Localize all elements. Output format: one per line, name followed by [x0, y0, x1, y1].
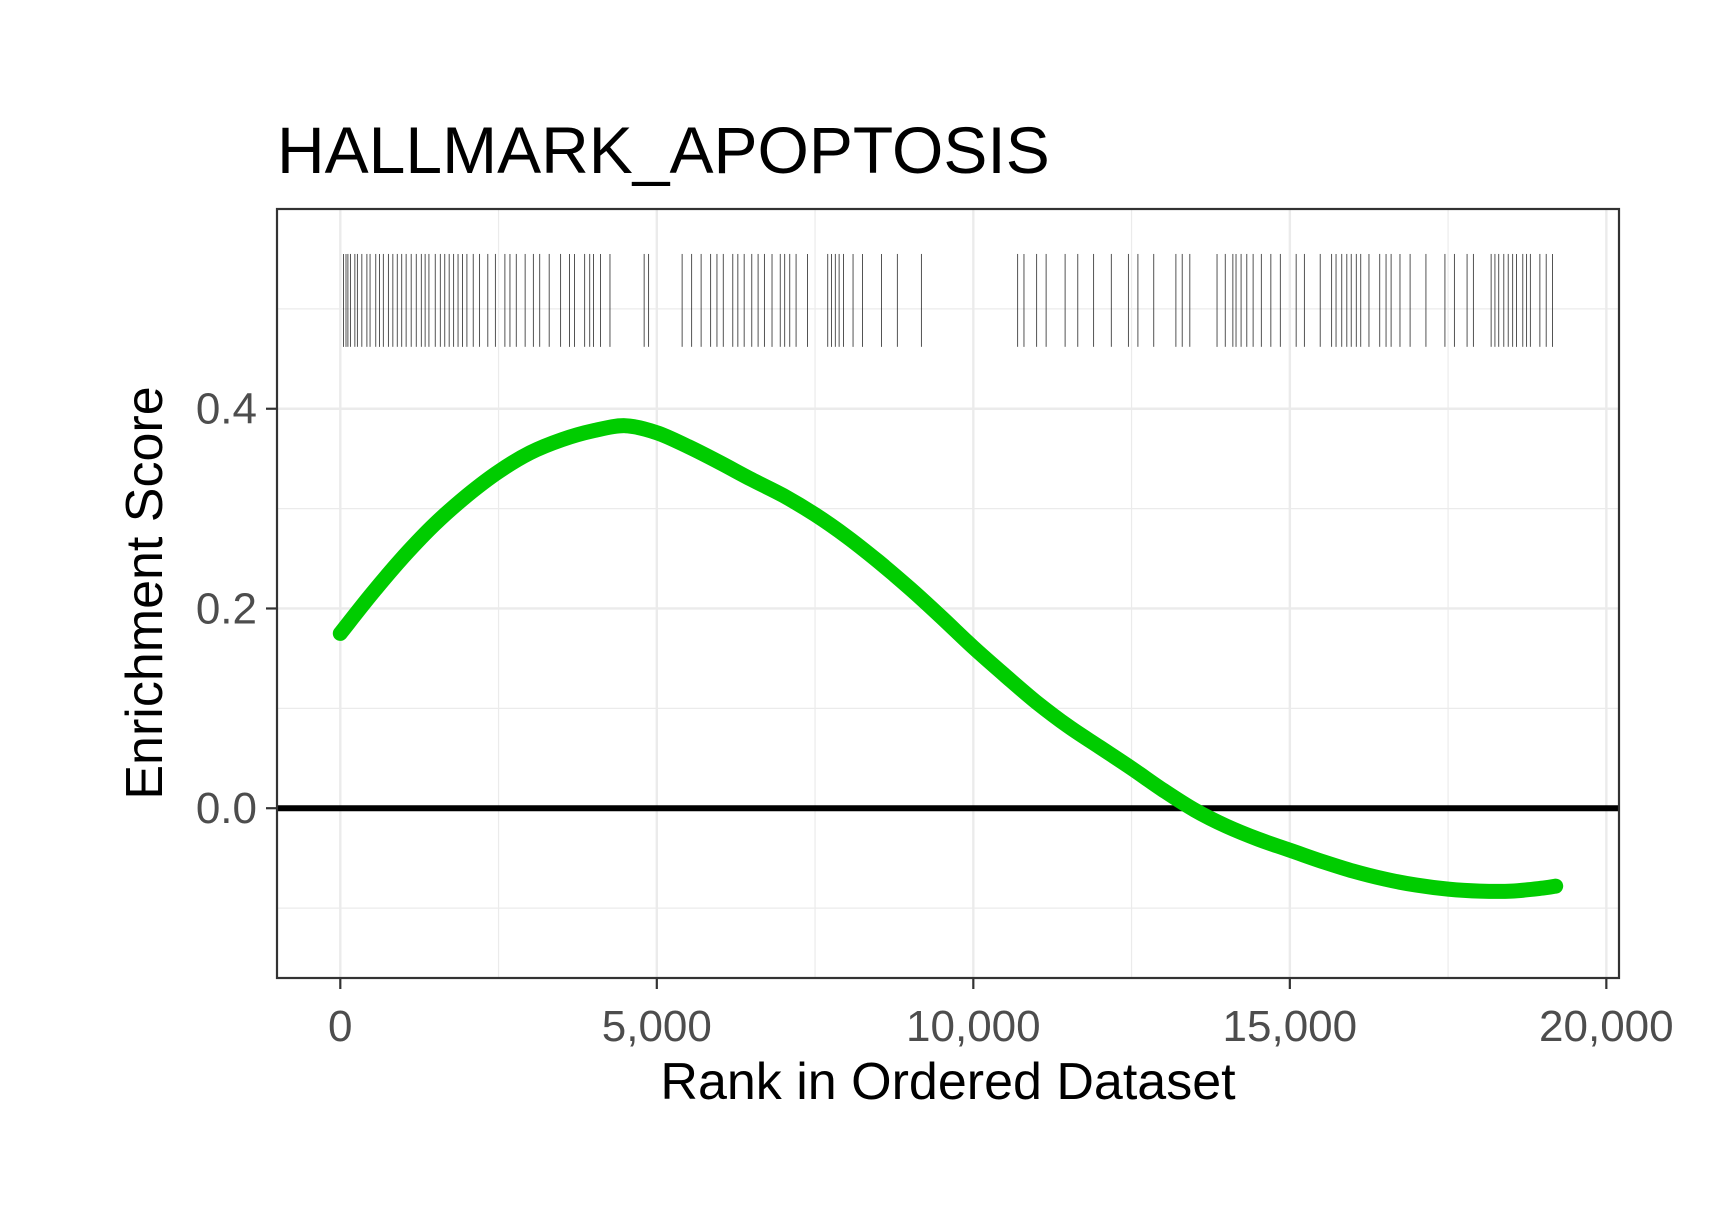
x-tick-label: 15,000: [1223, 1002, 1358, 1051]
plot-panel-border: [275, 207, 1621, 980]
plot-background: [277, 209, 1619, 978]
enrichment-score-curve: [332, 418, 1564, 899]
x-tick-label: 5,000: [602, 1002, 712, 1051]
minor-gridlines: [277, 209, 1619, 978]
x-tick-label: 0: [328, 1002, 352, 1051]
x-tick-label: 20,000: [1539, 1002, 1674, 1051]
y-tick-label: 0.0: [196, 784, 257, 833]
x-axis: 0 5,000 10,000 15,000 20,000: [328, 978, 1674, 1051]
y-axis-title: Enrichment Score: [116, 386, 174, 799]
y-tick-label: 0.2: [196, 584, 257, 633]
gene-hit-marks: [343, 253, 1553, 347]
y-axis: 0.0 0.2 0.4: [196, 385, 277, 833]
x-axis-title: Rank in Ordered Dataset: [660, 1053, 1236, 1111]
y-tick-label: 0.4: [196, 385, 257, 434]
x-tick-label: 10,000: [906, 1002, 1041, 1051]
chart-title: HALLMARK_APOPTOSIS: [277, 113, 1050, 187]
